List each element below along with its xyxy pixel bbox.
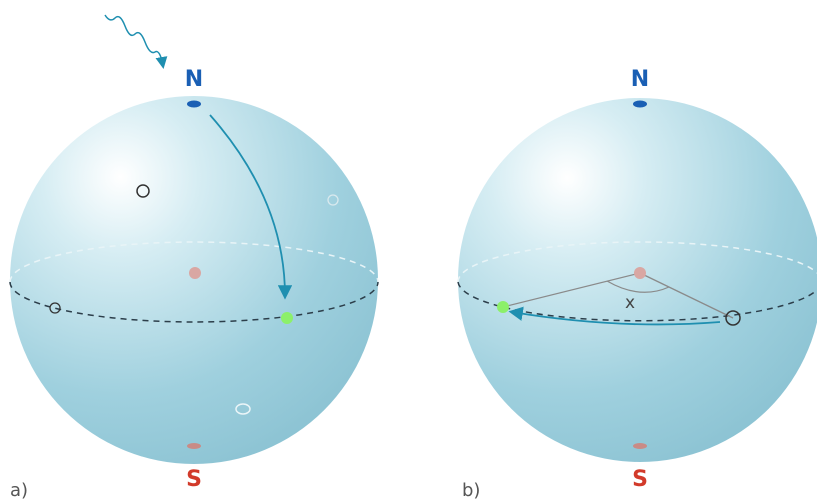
north-label: N [631,67,649,92]
south-label: S [632,467,648,492]
angle-arc [606,280,670,293]
north-pole [633,100,647,108]
rotation-arrow [209,114,293,300]
sphere-b: x N S b) [457,67,817,501]
rotation-arrow [508,306,721,326]
sphere-a: N S a) [9,14,379,501]
spin-marker [136,184,150,198]
green-spin [281,312,293,324]
green-spin [497,301,509,313]
equator-back [457,241,817,283]
north-label: N [185,67,203,92]
equator-front [457,281,817,322]
south-pole [633,443,647,449]
angle-line [639,272,734,319]
angle-label: x [625,293,635,313]
center-dot [189,267,201,279]
spin-marker [327,194,339,206]
south-pole [187,443,201,449]
center-dot [634,267,646,279]
spin-marker [725,310,741,326]
panel-label: a) [10,480,28,501]
sphere [458,98,817,462]
south-label: S [186,467,202,492]
spin-marker [235,403,251,415]
sphere [10,96,378,464]
incoming-wave [104,14,168,69]
spin-marker [49,302,61,314]
north-pole [187,100,201,108]
angle-line [502,272,641,308]
panel-label: b) [462,480,480,501]
